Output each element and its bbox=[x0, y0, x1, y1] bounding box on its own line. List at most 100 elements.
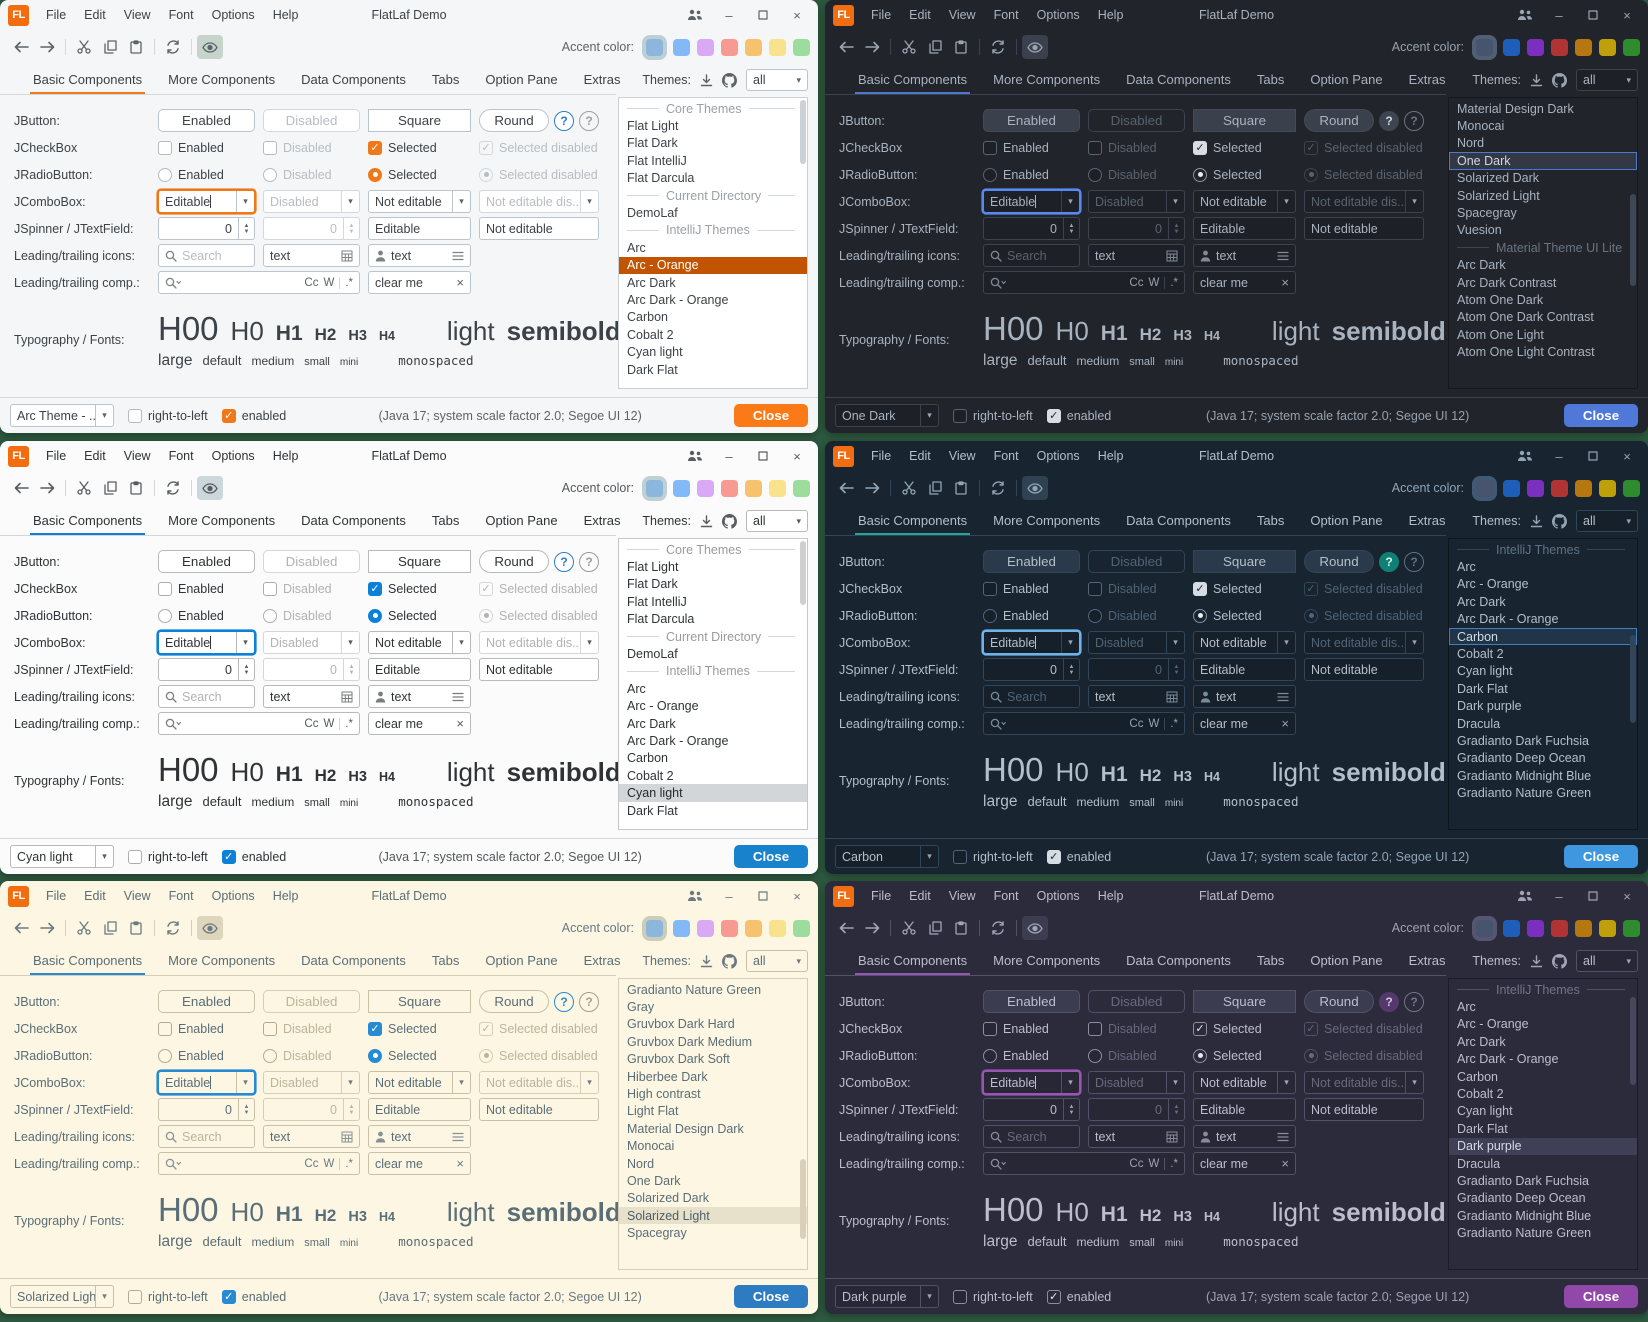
round-button[interactable]: Round bbox=[1304, 550, 1374, 573]
maximize-button[interactable] bbox=[748, 3, 778, 27]
accent-swatch[interactable] bbox=[646, 919, 663, 937]
refresh-icon[interactable] bbox=[985, 916, 1011, 940]
menu-item[interactable]: Options bbox=[1036, 8, 1080, 22]
enabled-button[interactable]: Enabled bbox=[158, 550, 255, 573]
search-field[interactable]: Search bbox=[158, 685, 255, 708]
menu-item[interactable]: Help bbox=[272, 889, 299, 903]
tab[interactable]: Data Components bbox=[301, 72, 406, 87]
theme-list-item[interactable]: Solarized Light bbox=[619, 1207, 807, 1225]
text-field-user-list[interactable]: text bbox=[1193, 1125, 1296, 1148]
menu-item[interactable]: Font bbox=[168, 8, 194, 22]
maximize-button[interactable] bbox=[1578, 444, 1608, 468]
clear-icon[interactable]: × bbox=[1281, 716, 1289, 731]
theme-list-item[interactable]: Core Themes bbox=[619, 541, 807, 558]
combobox-editable[interactable]: Editable ▾ bbox=[983, 190, 1080, 213]
theme-list-item[interactable]: Cyan light bbox=[1457, 664, 1513, 679]
combobox-not-editable[interactable]: Not editable ▾ bbox=[1193, 631, 1296, 654]
clear-me-field[interactable]: clear me × bbox=[368, 271, 471, 294]
text-field-calendar[interactable]: text bbox=[1088, 244, 1185, 267]
menu-item[interactable]: File bbox=[871, 889, 892, 903]
accent-swatch[interactable] bbox=[1527, 38, 1544, 56]
tab[interactable]: Extras bbox=[1408, 953, 1446, 968]
text-field-calendar[interactable]: text bbox=[263, 685, 360, 708]
enabled-checkbox[interactable]: ✓ enabled bbox=[221, 849, 286, 864]
theme-selector-combo[interactable]: Carbon ▾ bbox=[835, 845, 939, 868]
themes-filter-combo[interactable]: all ▾ bbox=[1576, 950, 1638, 972]
close-button[interactable]: Close bbox=[1563, 404, 1638, 427]
users-icon[interactable] bbox=[1510, 884, 1540, 908]
help-button-2[interactable]: ? bbox=[1404, 110, 1424, 131]
theme-list-item[interactable]: Monocai bbox=[1457, 119, 1505, 134]
tab[interactable]: Data Components bbox=[1126, 953, 1231, 968]
menu-item[interactable]: Help bbox=[1097, 8, 1124, 22]
theme-list-item[interactable]: Gradianto Nature Green bbox=[1457, 786, 1592, 801]
theme-list-item[interactable]: Current Directory bbox=[619, 628, 807, 645]
enabled-checkbox[interactable]: ✓ enabled bbox=[221, 1289, 286, 1304]
cut-icon[interactable] bbox=[71, 916, 97, 940]
theme-list-item[interactable]: Arc Dark - Orange bbox=[627, 733, 729, 748]
clear-icon[interactable]: × bbox=[1281, 275, 1289, 290]
theme-list-item[interactable]: Vuesion bbox=[1457, 223, 1502, 238]
help-button[interactable]: ? bbox=[1379, 551, 1399, 572]
minimize-button[interactable]: – bbox=[1555, 888, 1563, 904]
theme-list-item[interactable]: Cobalt 2 bbox=[1457, 1087, 1504, 1102]
theme-list-item[interactable]: Arc bbox=[627, 681, 646, 696]
theme-list-item[interactable]: Flat IntelliJ bbox=[627, 153, 687, 168]
tab[interactable]: Data Components bbox=[1126, 513, 1231, 528]
cut-icon[interactable] bbox=[71, 35, 97, 59]
theme-list-item[interactable]: Current Directory bbox=[619, 187, 807, 204]
theme-list-item[interactable]: Arc Dark bbox=[1457, 594, 1506, 609]
enabled-button[interactable]: Enabled bbox=[983, 550, 1080, 573]
title-bar[interactable]: FL File Edit View Font Options Help FlatLaf D… bbox=[825, 441, 1648, 471]
combobox-not-editable[interactable]: Not editable ▾ bbox=[368, 1071, 471, 1094]
theme-list-item[interactable]: Carbon bbox=[1449, 627, 1637, 646]
close-window-button[interactable]: × bbox=[793, 7, 801, 23]
theme-list-item[interactable]: Cobalt 2 bbox=[627, 768, 674, 783]
textfield-editable[interactable]: Editable bbox=[368, 1098, 471, 1121]
clear-icon[interactable]: × bbox=[456, 1156, 464, 1171]
text-field-user-list[interactable]: text bbox=[368, 685, 471, 708]
checkbox-selected[interactable]: ✓ Selected bbox=[1193, 140, 1296, 155]
minimize-button[interactable]: – bbox=[1555, 7, 1563, 23]
cut-icon[interactable] bbox=[896, 916, 922, 940]
cut-icon[interactable] bbox=[896, 476, 922, 500]
scrollbar-thumb[interactable] bbox=[800, 541, 806, 605]
clear-icon[interactable]: × bbox=[456, 716, 464, 731]
menu-item[interactable]: File bbox=[46, 8, 67, 22]
tab[interactable]: Data Components bbox=[1126, 72, 1231, 87]
accent-swatch[interactable] bbox=[1623, 919, 1640, 937]
theme-list-item[interactable]: Atom One Light bbox=[1457, 327, 1544, 342]
themes-filter-combo[interactable]: all ▾ bbox=[746, 510, 808, 532]
search-field[interactable]: Search bbox=[158, 244, 255, 267]
theme-list-item[interactable]: Flat Dark bbox=[627, 136, 678, 151]
checkbox-enabled[interactable]: Enabled bbox=[983, 581, 1080, 596]
tab[interactable]: Option Pane bbox=[485, 72, 558, 87]
checkbox-enabled[interactable]: Enabled bbox=[158, 581, 255, 596]
tab[interactable]: Basic Components bbox=[845, 513, 980, 536]
right-to-left-checkbox[interactable]: right-to-left bbox=[953, 1289, 1033, 1304]
accent-swatch[interactable] bbox=[1551, 479, 1568, 497]
accent-swatch[interactable] bbox=[793, 919, 810, 937]
tab[interactable]: Tabs bbox=[1256, 953, 1285, 968]
radio-enabled[interactable]: Enabled bbox=[983, 608, 1080, 623]
theme-list-item[interactable]: Atom One Light Contrast bbox=[1457, 345, 1595, 360]
accent-swatch[interactable] bbox=[745, 479, 762, 497]
theme-selector-combo[interactable]: Arc Theme - ... ▾ bbox=[10, 404, 114, 427]
close-window-button[interactable]: × bbox=[793, 448, 801, 464]
accent-swatch[interactable] bbox=[1599, 919, 1616, 937]
show-hidden-eye-icon[interactable] bbox=[1022, 35, 1048, 59]
accent-swatch[interactable] bbox=[1551, 38, 1568, 56]
chevron-down-icon[interactable]: ▾ bbox=[236, 632, 254, 653]
radio-enabled[interactable]: Enabled bbox=[158, 608, 255, 623]
theme-list-item[interactable]: Material Theme UI Lite bbox=[1449, 239, 1637, 256]
square-button[interactable]: Square bbox=[1193, 109, 1296, 132]
checkbox-enabled[interactable]: Enabled bbox=[983, 1021, 1080, 1036]
maximize-button[interactable] bbox=[1578, 884, 1608, 908]
chevron-down-icon[interactable]: ▾ bbox=[452, 191, 470, 212]
back-icon[interactable] bbox=[833, 916, 859, 940]
search-with-options-field[interactable]: Cc W .* bbox=[158, 712, 360, 735]
accent-swatch[interactable] bbox=[721, 919, 738, 937]
accent-swatch[interactable] bbox=[1575, 919, 1592, 937]
show-hidden-eye-icon[interactable] bbox=[1022, 916, 1048, 940]
forward-icon[interactable] bbox=[34, 916, 60, 940]
